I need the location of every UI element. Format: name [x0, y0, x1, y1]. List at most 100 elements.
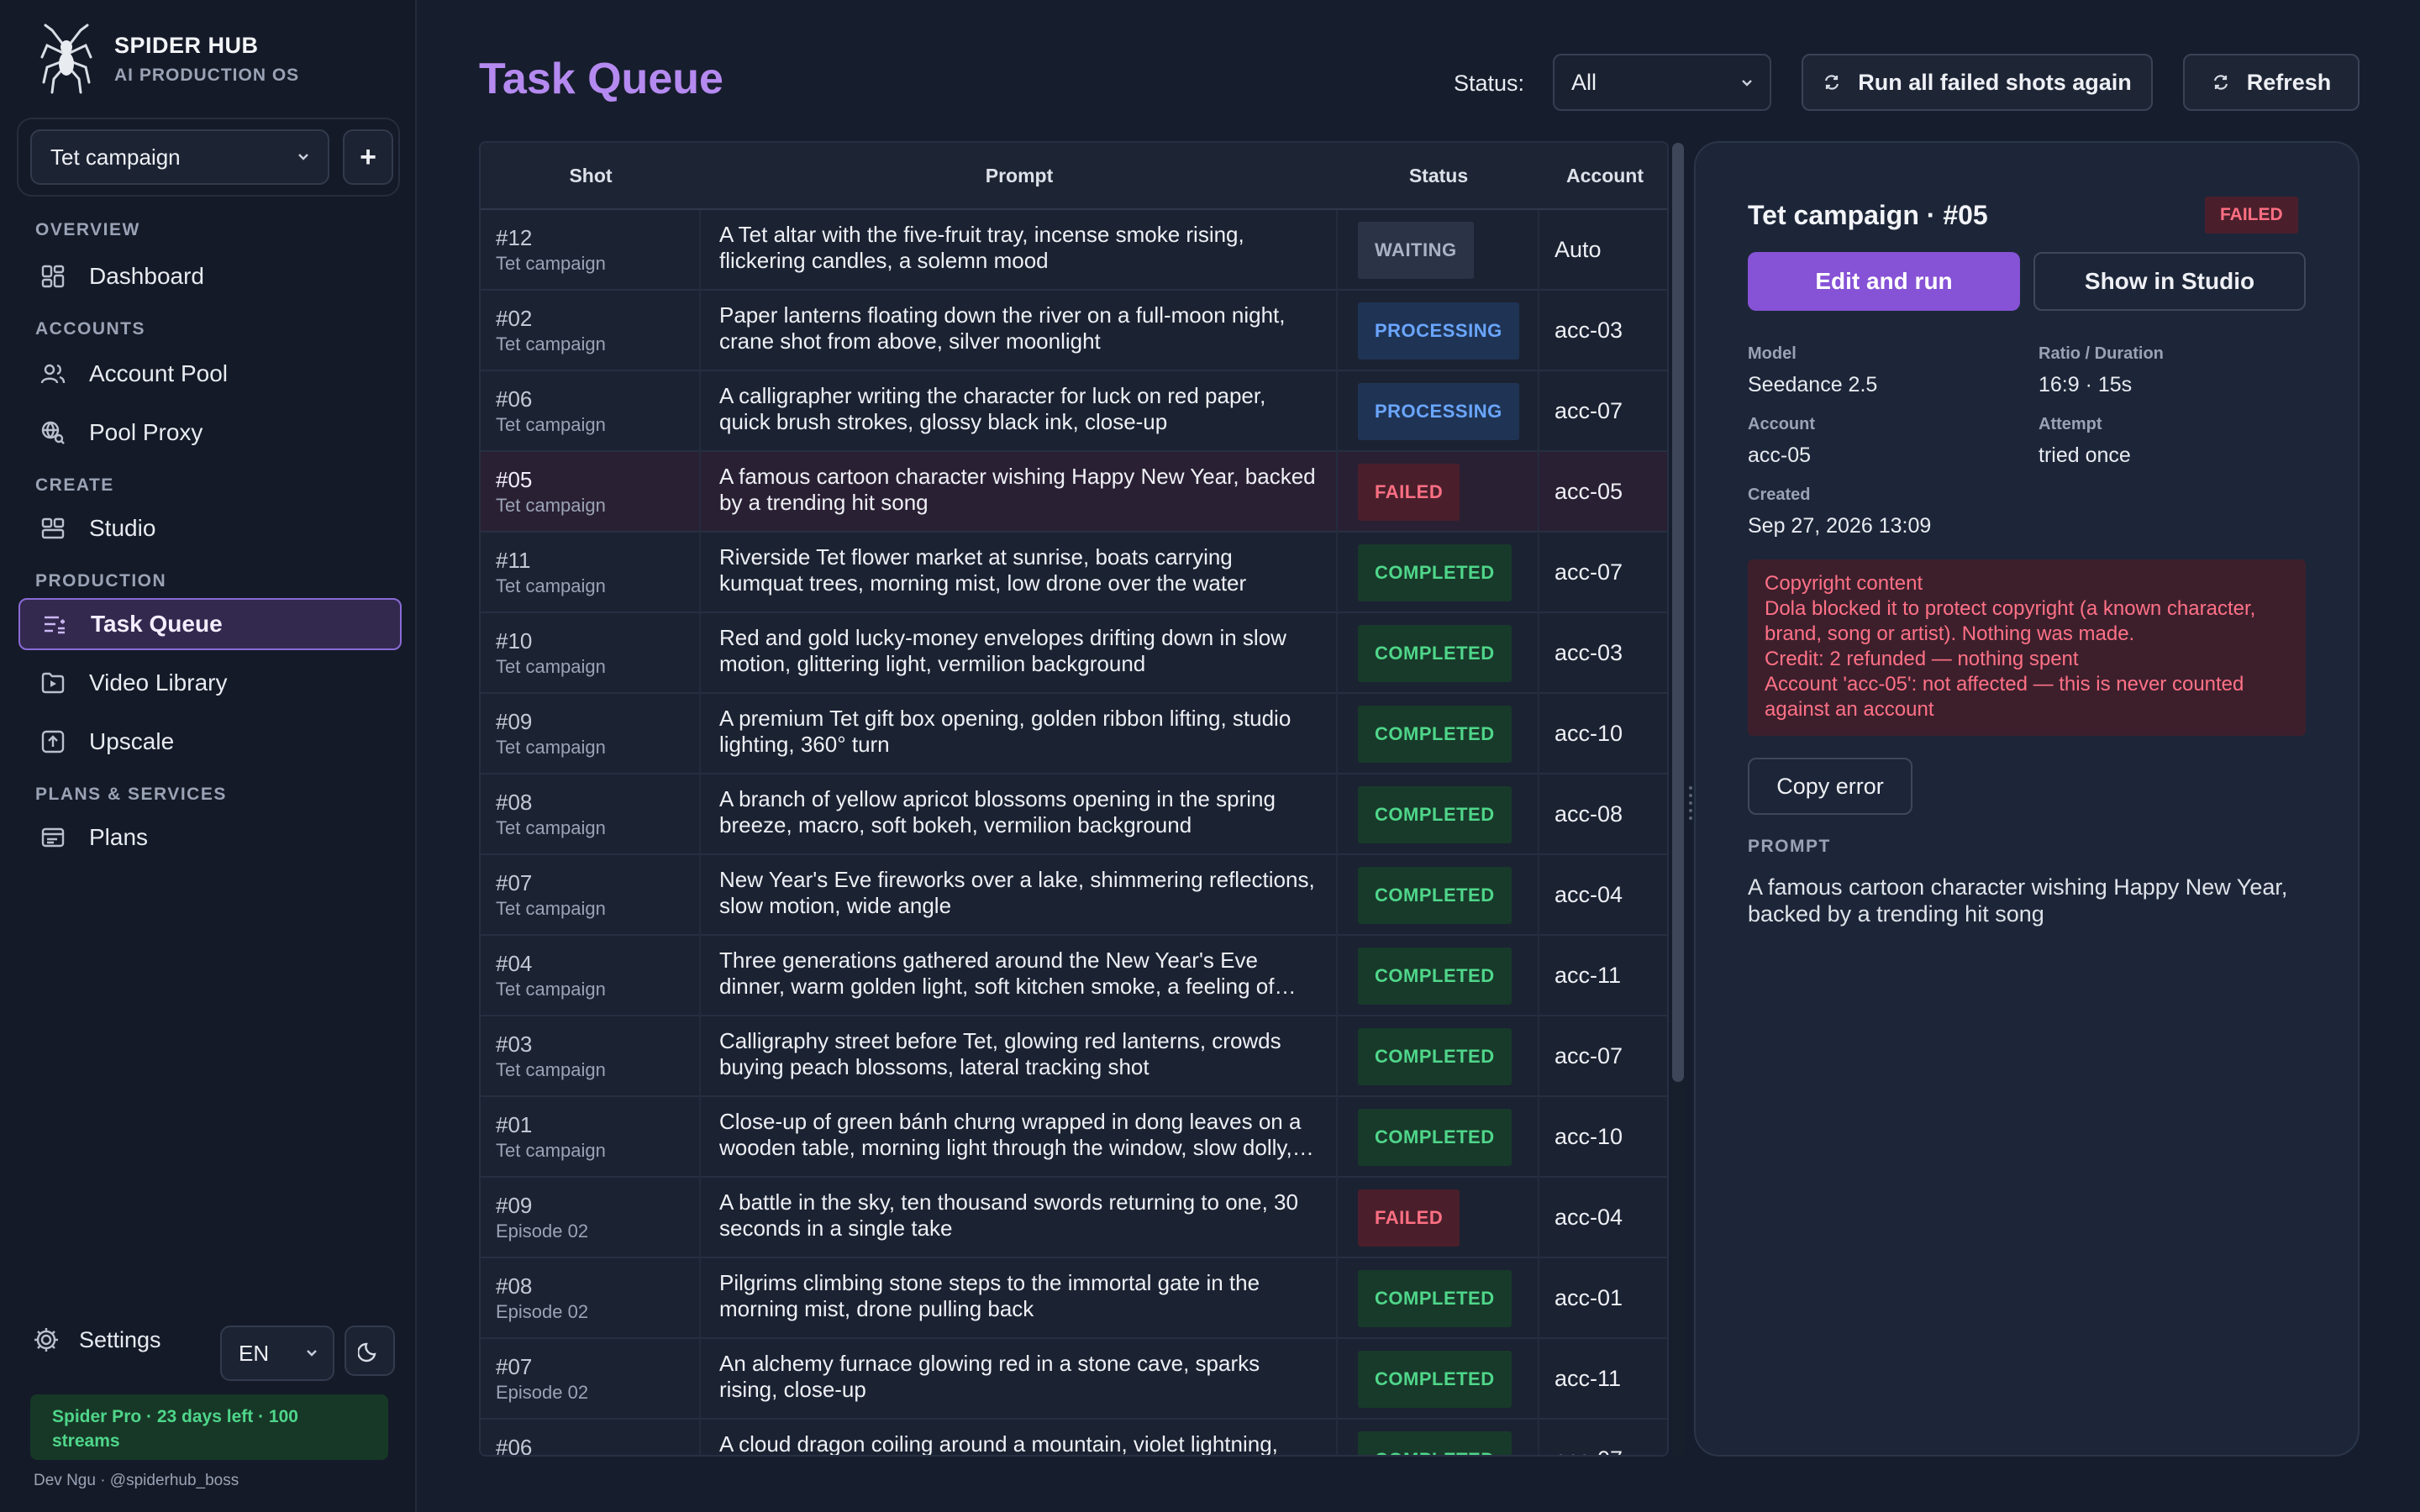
table-header: Shot Prompt Status Account: [481, 143, 1667, 210]
table-row[interactable]: #06 Tet campaign A calligrapher writing th…: [481, 371, 1667, 452]
studio-icon: [40, 516, 66, 541]
shot-cell: #09 Tet campaign: [481, 694, 701, 774]
sidebar-item-upscale[interactable]: Upscale: [18, 716, 402, 768]
table-row[interactable]: #06 A cloud dragon coiling around a mount…: [481, 1420, 1667, 1455]
table-row[interactable]: #02 Tet campaign Paper lanterns floating d…: [481, 291, 1667, 371]
status-badge: FAILED: [1358, 464, 1460, 521]
show-in-studio-button[interactable]: Show in Studio: [2033, 252, 2306, 311]
table-row[interactable]: #01 Tet campaign Close-up of green bánh ch…: [481, 1097, 1667, 1178]
status-badge: WAITING: [1358, 222, 1474, 279]
table-row[interactable]: #03 Tet campaign Calligraphy street before…: [481, 1016, 1667, 1097]
error-line: Credit: 2 refunded — nothing spent: [1765, 648, 2079, 670]
status-badge: COMPLETED: [1358, 1270, 1512, 1327]
account-cell: acc-07: [1539, 1420, 1667, 1455]
account-cell: acc-08: [1555, 801, 1623, 827]
status-badge: COMPLETED: [1358, 1351, 1512, 1408]
status-cell: COMPLETED: [1338, 1016, 1539, 1097]
created-label: Created: [1748, 486, 1811, 504]
shot-project: Tet campaign: [496, 253, 606, 274]
moon-icon: [358, 1342, 376, 1362]
table-row[interactable]: #07 Tet campaign New Year's Eve fireworks …: [481, 855, 1667, 936]
ratio-label: Ratio / Duration: [2039, 344, 2164, 363]
status-cell: COMPLETED: [1338, 774, 1539, 855]
sidebar-item-label: Upscale: [89, 728, 175, 754]
shot-project: Tet campaign: [496, 817, 606, 838]
status-cell: COMPLETED: [1338, 1258, 1539, 1339]
table-row[interactable]: #11 Tet campaign Riverside Tet flower mark…: [481, 533, 1667, 613]
nav-section-create: CREATE: [35, 475, 114, 495]
column-header-shot[interactable]: Shot: [569, 165, 613, 186]
sidebar-item-plans[interactable]: Plans: [18, 811, 402, 864]
account-cell: acc-07: [1555, 1043, 1623, 1068]
created-value: Sep 27, 2026 13:09: [1748, 514, 1932, 538]
sidebar-item-account-pool[interactable]: Account Pool: [18, 348, 402, 400]
column-header-prompt[interactable]: Prompt: [985, 165, 1054, 186]
shot-number: #01: [496, 1112, 533, 1137]
model-label: Model: [1748, 344, 1797, 363]
table-row[interactable]: #12 Tet campaign A Tet altar with the five…: [481, 210, 1667, 291]
shot-cell: #06: [481, 1420, 701, 1455]
shot-number: #11: [496, 548, 531, 573]
prompt-cell: A Tet altar with the five-fruit tray, in…: [701, 210, 1338, 291]
status-cell: COMPLETED: [1338, 533, 1539, 613]
detail-title: Tet campaign · #05: [1748, 200, 1988, 230]
brand[interactable]: SPIDER HUB AI PRODUCTION OS: [40, 24, 299, 94]
shot-project: Tet campaign: [496, 1140, 606, 1161]
video-folder-icon: [40, 670, 66, 696]
status-filter-select[interactable]: All: [1553, 54, 1771, 111]
status-badge: PROCESSING: [1358, 302, 1519, 360]
attempt-value: tried once: [2039, 444, 2131, 467]
shot-cell: #08 Tet campaign: [481, 774, 701, 855]
table-row[interactable]: #07 Episode 02 An alchemy furnace glowing …: [481, 1339, 1667, 1420]
sidebar-item-pool-proxy[interactable]: Pool Proxy: [18, 407, 402, 459]
add-project-button[interactable]: +: [343, 129, 393, 185]
sidebar-item-label: Studio: [89, 515, 156, 541]
status-badge: COMPLETED: [1358, 706, 1512, 763]
language-select[interactable]: EN: [220, 1326, 334, 1381]
refresh-button[interactable]: Refresh: [2183, 54, 2360, 111]
prompt-cell: An alchemy furnace glowing red in a ston…: [701, 1339, 1338, 1420]
sidebar-item-video-library[interactable]: Video Library: [18, 657, 402, 709]
settings-link[interactable]: Settings: [32, 1326, 161, 1354]
account-label: Account: [1748, 415, 1815, 433]
shot-number: #05: [496, 467, 533, 492]
table-row[interactable]: #09 Tet campaign A premium Tet gift box op…: [481, 694, 1667, 774]
sidebar-item-studio[interactable]: Studio: [18, 502, 402, 554]
run-failed-button[interactable]: Run all failed shots again: [1802, 54, 2153, 111]
prompt-label: PROMPT: [1748, 837, 1831, 856]
table-row[interactable]: #08 Episode 02 Pilgrims climbing stone ste…: [481, 1258, 1667, 1339]
retry-icon: [1823, 73, 1841, 92]
table-row[interactable]: #05 Tet campaign A famous cartoon characte…: [481, 452, 1667, 533]
table-row[interactable]: #10 Tet campaign Red and gold lucky-money …: [481, 613, 1667, 694]
status-badge: PROCESSING: [1358, 383, 1519, 440]
column-header-status[interactable]: Status: [1408, 165, 1469, 186]
table-row[interactable]: #09 Episode 02 A battle in the sky, ten th…: [481, 1178, 1667, 1258]
panel-resize-handle[interactable]: [1689, 786, 1694, 820]
detail-status-badge: FAILED: [2205, 197, 2298, 234]
shot-cell: #12 Tet campaign: [481, 210, 701, 291]
sidebar-item-label: Plans: [89, 824, 149, 850]
attempt-label: Attempt: [2039, 415, 2102, 433]
status-cell: PROCESSING: [1338, 291, 1539, 371]
account-cell: acc-10: [1555, 721, 1623, 746]
table-row[interactable]: #04 Tet campaign Three generations gathere…: [481, 936, 1667, 1016]
copy-error-button[interactable]: Copy error: [1748, 758, 1912, 815]
shot-cell: #10 Tet campaign: [481, 613, 701, 694]
sidebar-item-dashboard[interactable]: Dashboard: [18, 250, 402, 302]
sidebar-item-task-queue[interactable]: Task Queue: [18, 598, 402, 650]
error-line: Account 'acc-05': not affected — this is…: [1765, 673, 2244, 721]
shot-cell: #02 Tet campaign: [481, 291, 701, 371]
table-row[interactable]: #08 Tet campaign A branch of yellow aprico…: [481, 774, 1667, 855]
column-header-account[interactable]: Account: [1566, 165, 1644, 186]
status-cell: PROCESSING: [1338, 371, 1539, 452]
status-cell: COMPLETED: [1338, 1097, 1539, 1178]
error-line: Copyright content: [1765, 572, 1923, 595]
table-scrollbar-thumb[interactable]: [1672, 143, 1684, 1082]
shot-number: #03: [496, 1032, 533, 1057]
project-select[interactable]: Tet campaign: [30, 129, 329, 185]
shot-number: #09: [496, 709, 533, 734]
shot-number: #02: [496, 306, 533, 331]
edit-and-run-button[interactable]: Edit and run: [1748, 252, 2020, 311]
theme-toggle-button[interactable]: [345, 1326, 395, 1376]
